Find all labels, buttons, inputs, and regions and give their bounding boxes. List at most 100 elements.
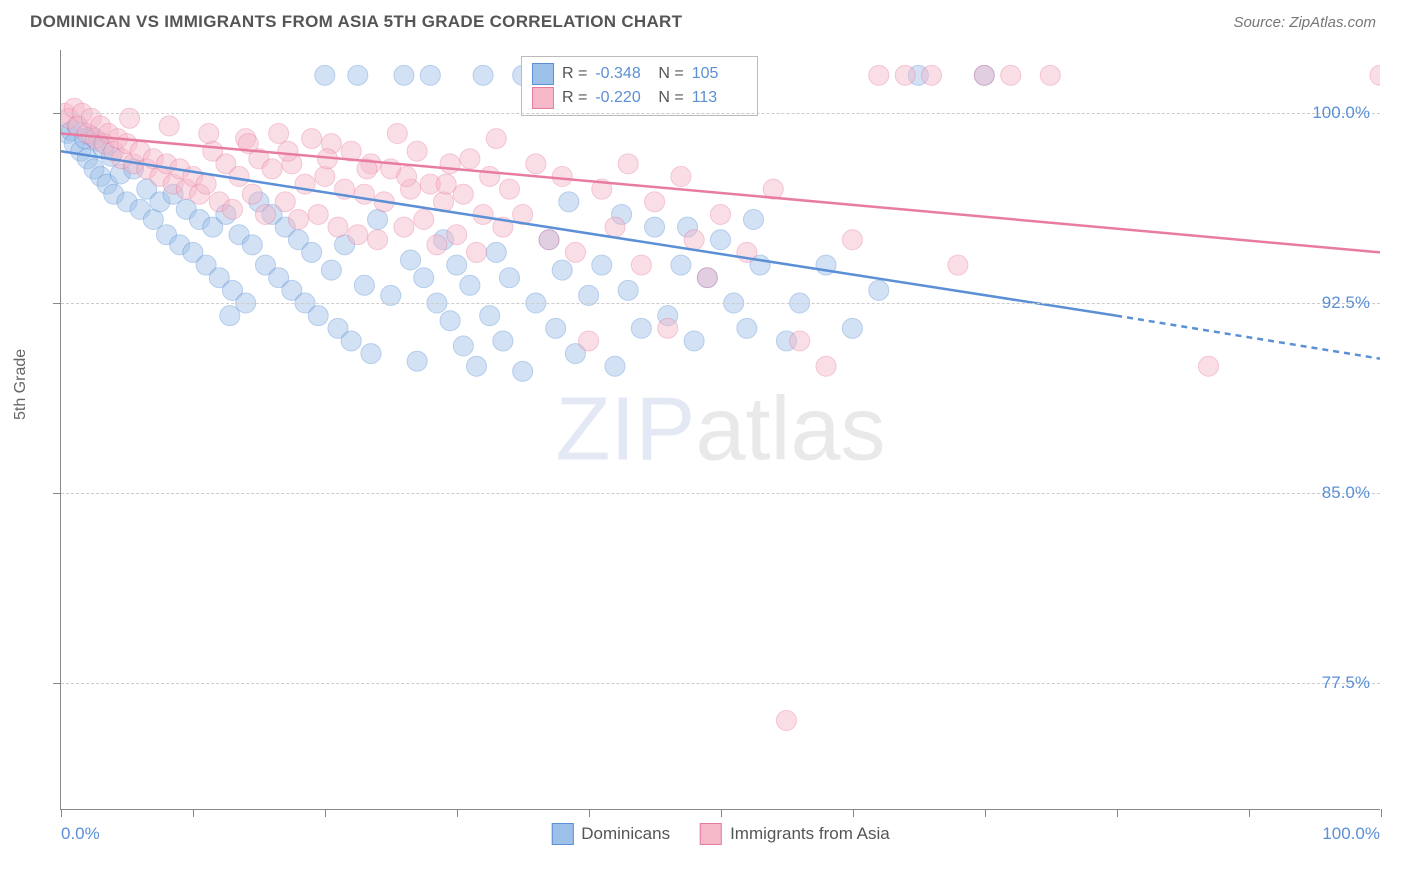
data-point	[631, 318, 651, 338]
trend-line-extrapolated	[1116, 316, 1380, 359]
legend-swatch-series1	[551, 823, 573, 845]
legend-swatch-series1	[532, 63, 554, 85]
data-point	[348, 225, 368, 245]
data-point	[354, 275, 374, 295]
data-point	[1001, 65, 1021, 85]
data-point	[308, 204, 328, 224]
data-point	[658, 318, 678, 338]
y-axis-label: 5th Grade	[12, 349, 30, 420]
data-point	[546, 318, 566, 338]
data-point	[199, 124, 219, 144]
data-point	[453, 184, 473, 204]
data-point	[466, 356, 486, 376]
data-point	[711, 204, 731, 224]
r-label: R =	[562, 89, 587, 107]
gridline	[61, 113, 1380, 114]
chart-plot-area: ZIPatlas R = -0.348 N = 105 R = -0.220 N…	[60, 50, 1380, 810]
data-point	[447, 255, 467, 275]
data-point	[460, 275, 480, 295]
data-point	[552, 260, 572, 280]
legend-correlation-inset: R = -0.348 N = 105 R = -0.220 N = 113	[521, 56, 758, 116]
data-point	[302, 242, 322, 262]
data-point	[486, 242, 506, 262]
data-point	[480, 167, 500, 187]
legend-bottom: Dominicans Immigrants from Asia	[551, 823, 889, 845]
data-point	[737, 318, 757, 338]
source-attribution: Source: ZipAtlas.com	[1233, 14, 1376, 31]
data-point	[387, 124, 407, 144]
legend-label-series2: Immigrants from Asia	[730, 824, 890, 844]
data-point	[466, 242, 486, 262]
n-label: N =	[658, 89, 683, 107]
data-point	[473, 204, 493, 224]
chart-svg	[61, 50, 1380, 809]
data-point	[414, 210, 434, 230]
data-point	[341, 331, 361, 351]
data-point	[1370, 65, 1380, 85]
data-point	[1040, 65, 1060, 85]
data-point	[220, 306, 240, 326]
data-point	[743, 210, 763, 230]
y-tick-label: 77.5%	[1322, 673, 1370, 693]
data-point	[427, 235, 447, 255]
data-point	[526, 154, 546, 174]
data-point	[895, 65, 915, 85]
data-point	[842, 318, 862, 338]
y-tick-label: 85.0%	[1322, 483, 1370, 503]
data-point	[816, 356, 836, 376]
r-label: R =	[562, 65, 587, 83]
data-point	[242, 235, 262, 255]
data-point	[493, 331, 513, 351]
data-point	[407, 141, 427, 161]
data-point	[368, 230, 388, 250]
data-point	[308, 306, 328, 326]
data-point	[552, 167, 572, 187]
chart-title: DOMINICAN VS IMMIGRANTS FROM ASIA 5TH GR…	[30, 12, 682, 32]
data-point	[869, 65, 889, 85]
data-point	[645, 217, 665, 237]
data-point	[948, 255, 968, 275]
data-point	[473, 65, 493, 85]
data-point	[671, 167, 691, 187]
data-point	[499, 179, 519, 199]
data-point	[539, 230, 559, 250]
data-point	[222, 199, 242, 219]
data-point	[401, 250, 421, 270]
data-point	[159, 116, 179, 136]
data-point	[645, 192, 665, 212]
data-point	[579, 331, 599, 351]
data-point	[315, 167, 335, 187]
data-point	[368, 210, 388, 230]
data-point	[262, 159, 282, 179]
data-point	[255, 204, 275, 224]
legend-label-series1: Dominicans	[581, 824, 670, 844]
data-point	[499, 268, 519, 288]
legend-swatch-series2	[700, 823, 722, 845]
data-point	[348, 65, 368, 85]
data-point	[618, 280, 638, 300]
data-point	[869, 280, 889, 300]
data-point	[440, 154, 460, 174]
data-point	[354, 184, 374, 204]
y-tick-label: 100.0%	[1312, 103, 1370, 123]
data-point	[513, 361, 533, 381]
data-point	[631, 255, 651, 275]
r-value-series2: -0.220	[595, 89, 650, 107]
legend-swatch-series2	[532, 87, 554, 109]
data-point	[414, 268, 434, 288]
data-point	[486, 129, 506, 149]
data-point	[842, 230, 862, 250]
data-point	[361, 344, 381, 364]
data-point	[790, 331, 810, 351]
data-point	[394, 65, 414, 85]
data-point	[394, 217, 414, 237]
data-point	[711, 230, 731, 250]
data-point	[618, 154, 638, 174]
data-point	[565, 242, 585, 262]
data-point	[559, 192, 579, 212]
data-point	[302, 129, 322, 149]
data-point	[420, 65, 440, 85]
n-value-series1: 105	[692, 65, 747, 83]
data-point	[447, 225, 467, 245]
data-point	[120, 108, 140, 128]
